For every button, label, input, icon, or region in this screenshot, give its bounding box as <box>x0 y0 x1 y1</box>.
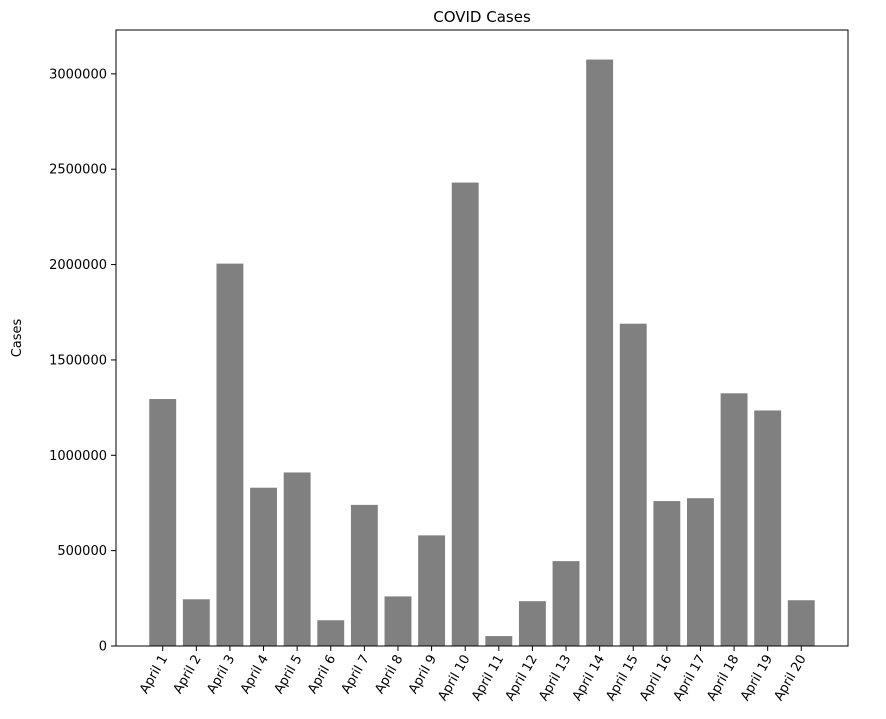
y-tick-label: 1500000 <box>49 353 107 368</box>
x-tick-label: April 5 <box>272 653 306 697</box>
x-tick-label: April 1 <box>137 653 171 697</box>
bar-april-14 <box>586 59 614 647</box>
bar-april-8 <box>384 596 412 646</box>
y-tick-label: 3000000 <box>49 67 107 82</box>
bar-april-20 <box>787 600 815 646</box>
y-tick-label: 2500000 <box>49 163 107 178</box>
y-axis-label: Cases <box>10 318 25 357</box>
x-tick-label: April 4 <box>238 653 272 697</box>
bar-april-15 <box>619 323 647 646</box>
bar-april-11 <box>485 636 513 646</box>
x-tick-label: April 3 <box>204 653 238 697</box>
x-tick-label: April 8 <box>372 653 406 697</box>
bar-april-5 <box>283 472 311 646</box>
bar-april-2 <box>182 599 210 646</box>
chart-title: COVID Cases <box>433 8 531 26</box>
bars-layer <box>149 59 815 647</box>
y-tick-label: 1000000 <box>49 449 107 464</box>
x-tick-label: April 6 <box>305 653 339 697</box>
y-tick-label: 0 <box>99 640 107 655</box>
plot-frame <box>115 29 849 647</box>
bar-april-9 <box>418 535 446 646</box>
bar-april-1 <box>149 399 177 646</box>
bar-april-7 <box>350 504 378 646</box>
x-tick-label: April 19 <box>738 653 776 704</box>
bar-april-12 <box>518 601 546 646</box>
x-tick-label: April 11 <box>469 653 507 704</box>
x-tick-label: April 14 <box>570 653 608 704</box>
x-tick-label: April 16 <box>637 653 675 704</box>
x-tick-label: April 18 <box>704 653 742 704</box>
y-axis: 0 500000 1000000 1500000 2000000 2500000 30000… <box>49 67 116 655</box>
bar-april-13 <box>552 561 580 646</box>
x-tick-label: April 15 <box>604 653 642 704</box>
x-tick-label: April 17 <box>671 653 709 704</box>
bar-april-6 <box>317 620 345 646</box>
y-tick-label: 2000000 <box>49 258 107 273</box>
x-axis: April 1 April 2 April 3 April 4 April 5 April… <box>137 646 810 704</box>
bar-april-4 <box>250 487 277 646</box>
bar-april-18 <box>720 393 748 646</box>
x-tick-label: April 12 <box>503 653 541 704</box>
x-tick-label: April 9 <box>406 653 440 697</box>
y-tick-label: 500000 <box>57 544 107 559</box>
x-tick-label: April 20 <box>772 653 810 704</box>
bar-april-3 <box>216 263 244 646</box>
bar-april-10 <box>451 182 479 647</box>
bar-april-17 <box>687 498 714 646</box>
bar-april-19 <box>754 410 782 646</box>
x-tick-label: April 10 <box>435 653 473 704</box>
x-tick-label: April 7 <box>339 653 373 697</box>
x-tick-label: April 13 <box>536 653 574 704</box>
bar-april-16 <box>653 501 681 646</box>
x-tick-label: April 2 <box>171 653 205 697</box>
